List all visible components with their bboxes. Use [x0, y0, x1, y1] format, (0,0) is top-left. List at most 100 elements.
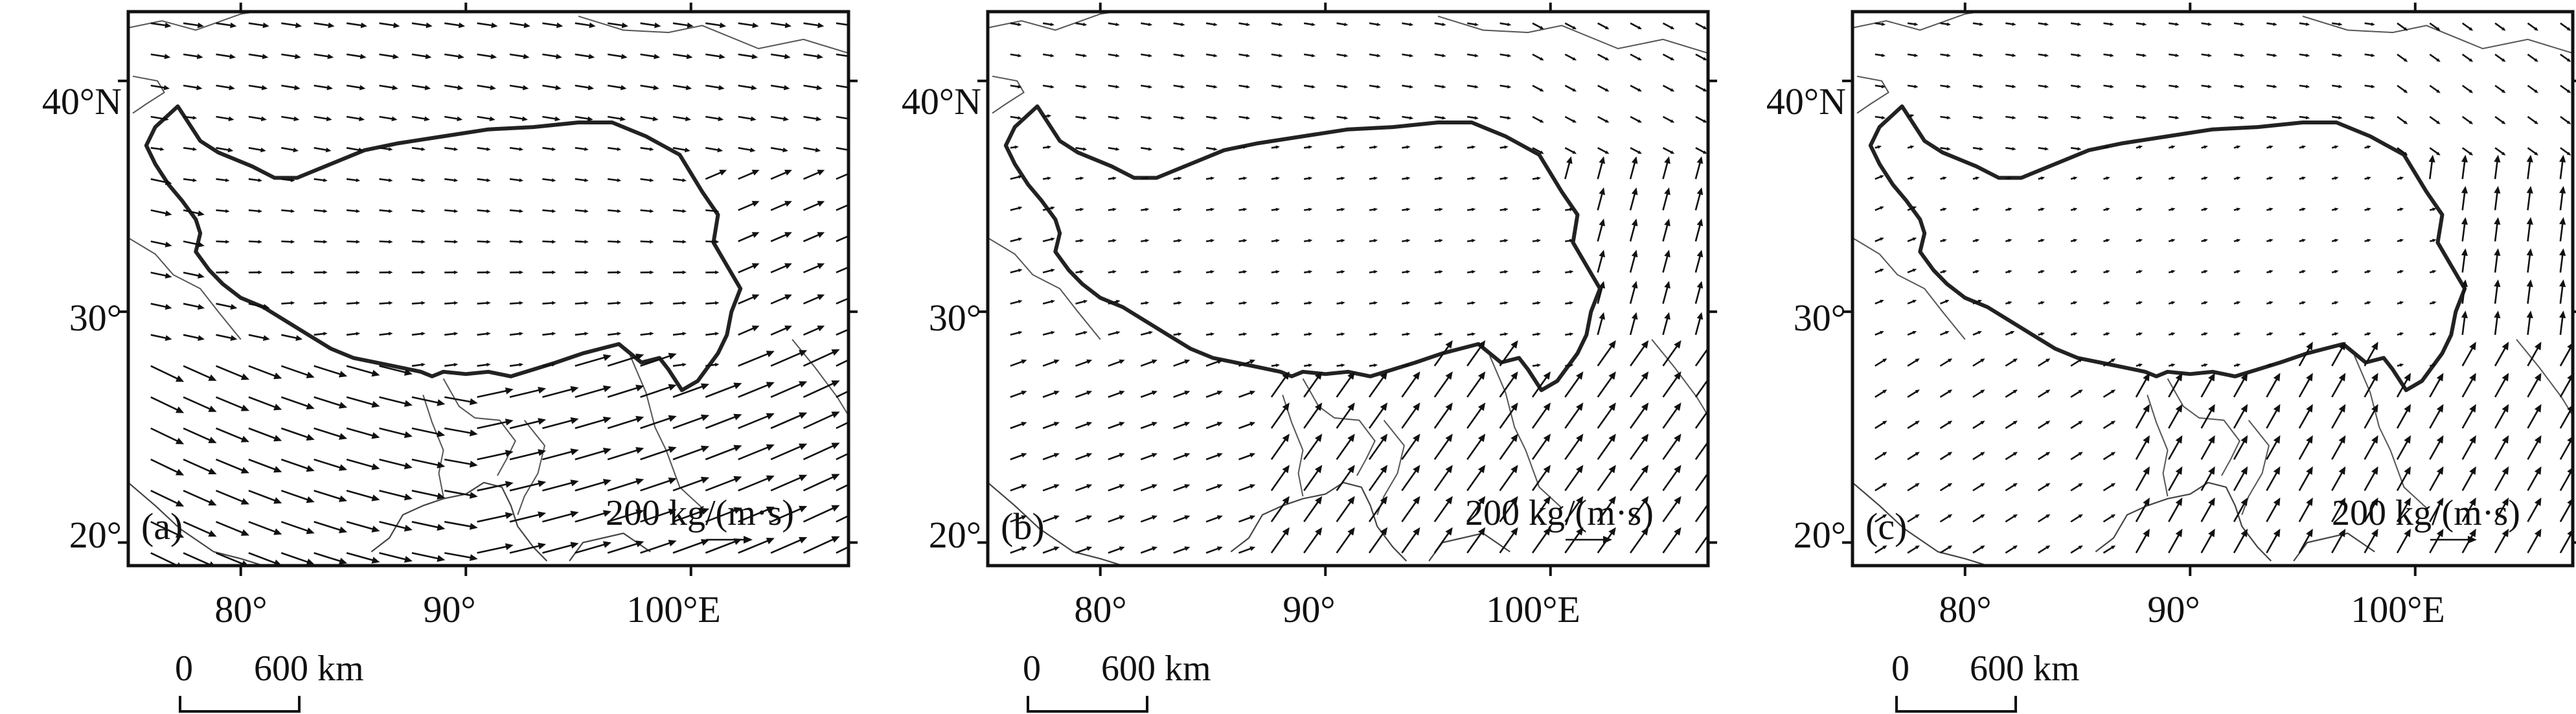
flux-vector — [379, 396, 413, 407]
flux-vector — [313, 178, 328, 182]
flux-vector — [738, 413, 775, 430]
flux-vector — [1499, 465, 1518, 491]
flux-vector — [2494, 217, 2501, 242]
flux-vector — [313, 489, 348, 502]
flux-vector — [542, 240, 556, 244]
coastline-c-2 — [2293, 532, 2375, 562]
flux-vector — [2461, 404, 2476, 429]
flux-vector — [248, 270, 262, 275]
flux-vector — [2396, 529, 2411, 554]
flux-vector — [1940, 330, 1950, 336]
flux-vector — [1694, 187, 1704, 211]
flux-vector — [1434, 53, 1446, 58]
flux-vector — [183, 240, 205, 248]
flux-vector — [411, 396, 446, 406]
y-tick-label-b-30: 30° — [929, 297, 981, 339]
flux-vector — [1238, 453, 1256, 461]
flux-vector — [1597, 147, 1610, 154]
flux-vector — [2103, 301, 2110, 305]
flux-vector — [836, 146, 849, 153]
flux-vector — [477, 481, 514, 492]
flux-vector — [183, 22, 204, 29]
flux-vector — [2461, 147, 2474, 155]
flux-vector — [2461, 186, 2468, 211]
flux-vector — [2429, 332, 2437, 336]
flux-vector — [1238, 270, 1248, 274]
flux-vector — [2364, 497, 2378, 522]
flux-vector — [444, 301, 459, 305]
flux-vector — [770, 381, 808, 398]
flux-vector — [1694, 374, 1708, 398]
flux-vector — [1402, 145, 1411, 149]
flux-vector — [2136, 176, 2143, 180]
flux-vector — [1369, 270, 1378, 274]
flux-vector — [1010, 268, 1023, 273]
flux-vector — [1369, 332, 1378, 336]
flux-vector — [1075, 146, 1088, 151]
flux-vector — [1402, 22, 1414, 27]
flux-vector — [2136, 301, 2143, 305]
flux-vector — [542, 386, 579, 398]
flux-vector — [2364, 435, 2378, 460]
flux-vector — [313, 22, 335, 29]
flux-vector — [2103, 332, 2110, 336]
flux-vector — [1173, 146, 1185, 151]
flux-vector — [2233, 84, 2245, 89]
flux-vector — [1042, 359, 1060, 367]
flux-vector — [2526, 279, 2533, 304]
flux-vector — [1564, 402, 1584, 429]
flux-vector — [1270, 433, 1290, 460]
flux-vector — [2364, 270, 2371, 273]
flux-vector — [1972, 389, 1985, 398]
flux-vector — [411, 489, 446, 500]
flux-vector — [1597, 84, 1610, 92]
flux-vector — [509, 542, 547, 554]
flux-vector — [2298, 404, 2313, 429]
flux-vector — [2494, 404, 2509, 429]
flux-vector — [411, 521, 446, 531]
flux-vector — [738, 351, 775, 367]
flux-vector — [738, 475, 775, 492]
flux-vector — [2461, 373, 2476, 398]
flux-vector — [2070, 514, 2083, 523]
flux-vector — [2136, 238, 2143, 242]
flux-vector — [1875, 358, 1887, 367]
flux-vector — [1336, 238, 1345, 243]
flux-vector — [1336, 22, 1349, 27]
flux-vector — [2364, 115, 2375, 120]
flux-vector — [705, 332, 720, 336]
flux-vector — [1238, 359, 1256, 367]
flux-vector — [2168, 207, 2176, 211]
flux-vector — [803, 474, 840, 492]
flux-vector — [2266, 301, 2274, 305]
flux-vector — [1940, 22, 1951, 26]
flux-vector — [1336, 433, 1355, 460]
flux-vector — [183, 521, 217, 537]
flux-vector — [2038, 358, 2051, 367]
flux-vector — [2070, 270, 2078, 273]
flux-vector — [1205, 53, 1218, 58]
flux-vector — [444, 240, 459, 244]
flux-vector — [281, 301, 295, 305]
flux-vector — [608, 146, 622, 151]
flux-vector — [150, 427, 185, 444]
flux-vector — [1238, 301, 1248, 305]
flux-vector — [542, 363, 556, 367]
flux-vector — [1010, 390, 1027, 398]
flux-vector — [248, 521, 282, 535]
flux-vector — [542, 146, 556, 151]
flux-vector — [2396, 435, 2411, 460]
flux-vector — [2038, 420, 2051, 430]
flux-vector — [1662, 187, 1670, 211]
flux-vector — [346, 209, 361, 213]
flux-vector — [2527, 404, 2542, 429]
flux-vector — [542, 209, 556, 213]
flux-vector — [542, 479, 579, 492]
flux-vector — [216, 178, 230, 182]
flux-vector — [1238, 115, 1251, 120]
flux-vector — [640, 115, 659, 122]
flux-vector — [1875, 22, 1886, 26]
flux-vector — [2200, 373, 2215, 398]
flux-vector — [672, 476, 710, 492]
flux-vector — [1402, 238, 1411, 243]
